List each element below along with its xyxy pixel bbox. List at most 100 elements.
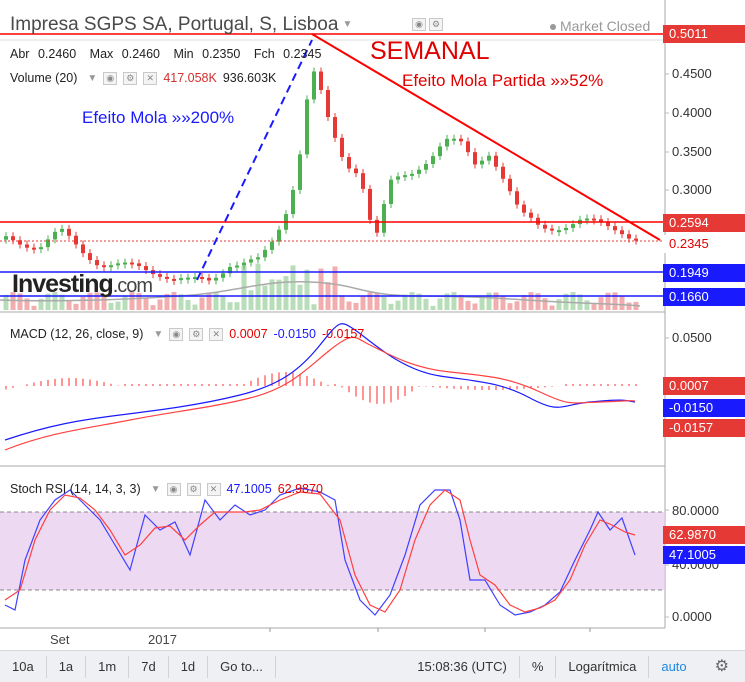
close-icon[interactable]: ✕ [206, 482, 221, 496]
stoch-d-line [4, 489, 636, 613]
status-dot-icon [550, 24, 556, 31]
stoch-d-value: 62.9870 [277, 482, 323, 496]
volume-value: 417.058K [163, 71, 217, 85]
goto-button[interactable]: Go to... [208, 655, 276, 678]
gear-icon[interactable]: ⚙ [123, 71, 138, 85]
range-10y-button[interactable]: 10a [0, 655, 47, 678]
volume-bar [360, 296, 366, 310]
candle-body [634, 238, 638, 241]
candle-body [158, 274, 162, 277]
price-label-support-lower: 0.1660 [663, 288, 745, 306]
volume-bar [598, 297, 604, 310]
eye-icon[interactable]: ◉ [103, 71, 118, 85]
percent-toggle[interactable]: % [520, 655, 557, 678]
eye-icon[interactable]: ◉ [166, 482, 181, 496]
range-7d-button[interactable]: 7d [129, 655, 169, 678]
bottom-toolbar: 10a 1a 1m 7d 1d Go to... 15:08:36 (UTC) … [0, 650, 745, 682]
volume-bar [276, 279, 282, 310]
chevron-down-icon[interactable]: ▼ [342, 19, 353, 31]
volume-bar [486, 292, 492, 310]
stoch-rsi-band [0, 512, 665, 590]
stoch-k-value: 47.1005 [226, 482, 272, 496]
annotation-semanal[interactable]: SEMANAL [370, 37, 490, 65]
volume-bar [423, 298, 429, 310]
price-tick: 0.4500 [672, 66, 712, 81]
volume-bar [493, 292, 499, 310]
volume-bar [185, 299, 191, 310]
stoch-label-k: 47.1005 [663, 546, 745, 564]
macd-label-hist: 0.0007 [663, 377, 745, 395]
eye-icon[interactable]: ◉ [169, 327, 184, 341]
macd-signal-line [4, 336, 636, 451]
annotation-mola-partida[interactable]: Efeito Mola Partida »»52% [402, 71, 604, 90]
log-scale-toggle[interactable]: Logarítmica [556, 655, 650, 678]
volume-bar [192, 304, 198, 310]
candle-body [613, 226, 617, 231]
instrument-title[interactable]: Impresa SGPS SA, Portugal, S, Lisboa ▼ [10, 14, 352, 36]
volume-bar [367, 292, 373, 310]
candle-body [417, 169, 421, 174]
candle-body [221, 273, 225, 278]
candle-body [578, 219, 582, 225]
candle-body [403, 175, 407, 178]
candle-body [396, 176, 400, 180]
clock-time: 15:08:36 (UTC) [405, 655, 520, 678]
macd-hist-value: 0.0007 [229, 327, 268, 341]
chevron-down-icon[interactable]: ▼ [150, 483, 161, 495]
candle-body [452, 138, 456, 141]
range-1y-button[interactable]: 1a [47, 655, 87, 678]
chevron-down-icon[interactable]: ▼ [153, 328, 164, 340]
open-value: 0.2460 [37, 47, 77, 61]
range-1d-button[interactable]: 1d [169, 655, 209, 678]
chevron-down-icon[interactable]: ▼ [87, 72, 98, 84]
volume-bar [206, 292, 212, 310]
gear-icon[interactable]: ⚙ [714, 657, 729, 675]
candle-body [410, 173, 414, 176]
high-label: Max [89, 47, 114, 61]
candle-body [543, 224, 547, 229]
low-value: 0.2350 [202, 47, 241, 61]
annotation-mola[interactable]: Efeito Mola »»200% [82, 108, 235, 127]
macd-histogram [5, 372, 637, 404]
volume-bar [437, 298, 443, 310]
volume-label: Volume (20) [10, 71, 78, 85]
eye-icon[interactable]: ◉ [412, 18, 426, 31]
volume-bar [535, 293, 541, 310]
candle-body [235, 265, 239, 268]
macd-tick: 0.0500 [672, 330, 712, 345]
close-icon[interactable]: ✕ [209, 327, 224, 341]
stoch-tick: 0.0000 [672, 609, 712, 624]
candle-body [298, 154, 302, 190]
gear-icon[interactable]: ⚙ [429, 18, 443, 31]
volume-bar [227, 302, 233, 310]
price-label-support-upper: 0.1949 [663, 264, 745, 282]
range-1m-button[interactable]: 1m [86, 655, 130, 678]
header-icon-group: ◉ ⚙ [412, 18, 443, 31]
macd-label: MACD (12, 26, close, 9) [10, 327, 144, 341]
volume-bar [311, 304, 317, 310]
volume-bar [633, 301, 639, 310]
macd-label-signal: -0.0157 [663, 419, 745, 437]
volume-bar [612, 292, 618, 310]
price-tick: 0.3000 [672, 182, 712, 197]
candle-body [11, 236, 15, 241]
high-value: 0.2460 [121, 47, 160, 61]
candle-body [193, 277, 197, 280]
auto-scale-toggle[interactable]: auto [661, 658, 687, 674]
candle-body [249, 259, 253, 263]
candle-body [389, 179, 393, 204]
chart-canvas[interactable] [0, 0, 745, 650]
candle-body [172, 278, 176, 281]
close-label: Fch [253, 47, 275, 61]
volume-bar [458, 294, 464, 310]
gear-icon[interactable]: ⚙ [186, 482, 201, 496]
candle-body [480, 160, 484, 165]
volume-bar [234, 302, 240, 310]
close-icon[interactable]: ✕ [143, 71, 158, 85]
candle-body [529, 212, 533, 218]
investing-logo: Investing.com [12, 270, 153, 299]
volume-bar [339, 295, 345, 310]
gear-icon[interactable]: ⚙ [189, 327, 204, 341]
candle-body [522, 204, 526, 213]
price-label-last: 0.2345 [663, 235, 745, 253]
